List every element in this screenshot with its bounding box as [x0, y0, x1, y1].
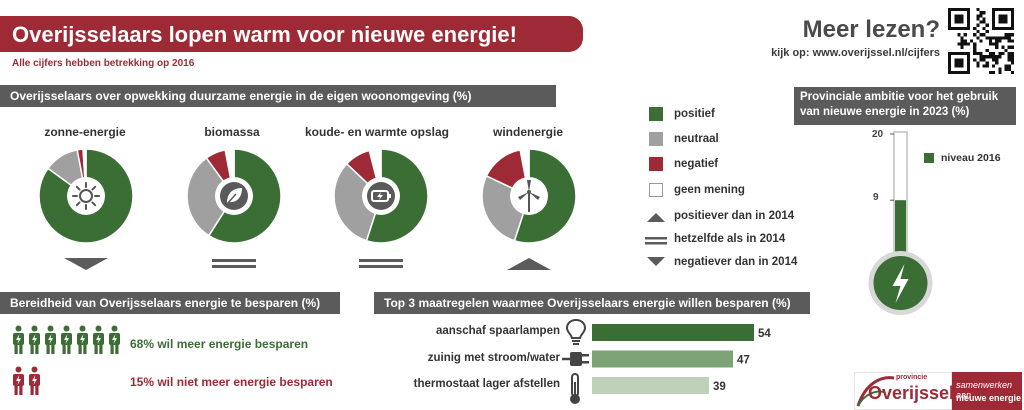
legend-trend-same: hetzelfde als in 2014 [674, 233, 786, 245]
leaf-icon [220, 182, 248, 210]
person-icon [109, 325, 120, 354]
measure-bar-2 [592, 350, 733, 368]
therm-legend-label: niveau 2016 [941, 152, 1001, 164]
more-reading-link[interactable]: kijk op: www.overijssel.nl/cijfers [771, 47, 940, 59]
pie-slice-neutraal [186, 156, 235, 237]
logo-name: Overijssel [868, 383, 955, 403]
ambition-thermometer [868, 131, 933, 315]
donut-label-zonne-energie: zonne-energie [44, 125, 126, 139]
therm-legend-swatch [924, 153, 934, 163]
lightbulb-icon [565, 318, 587, 345]
plug-icon [562, 352, 589, 366]
section-ambition-header: Provinciale ambitie voor het gebruik van… [794, 87, 1016, 125]
section-willingness-header: Bereidheid van Overijsselaars energie te… [0, 292, 340, 314]
more-reading-title: Meer lezen? [802, 16, 940, 43]
willing-more-text: 68% wil meer energie besparen [130, 337, 309, 351]
trend-same-icon [359, 259, 403, 268]
people-not-willing-row [12, 366, 41, 396]
legend-trend-up-icon [647, 213, 665, 222]
measure-label-3: thermostaat lager afstellen [413, 378, 560, 390]
measure-label-2: zuinig met stroom/water [427, 352, 560, 364]
person-icon [45, 325, 56, 354]
measure-bar-3 [592, 377, 709, 394]
legend-trend-same-icon [645, 237, 667, 245]
page-subtitle: Alle cijfers hebben betrekking op 2016 [12, 58, 195, 69]
qr-code[interactable] [948, 8, 1014, 74]
measure-value-2: 47 [737, 355, 750, 367]
person-icon [93, 325, 104, 354]
thermometer-icon [570, 373, 580, 404]
logo-small-text: provincie [896, 374, 928, 381]
legend-no-opinion: geen mening [674, 184, 745, 196]
therm-tick-top: 20 [872, 129, 884, 140]
legend-swatch-neutral [649, 132, 663, 146]
measure-value-1: 54 [758, 328, 771, 340]
willing-not-text: 15% wil niet meer energie besparen [130, 375, 333, 389]
measure-label-1: aanschaf spaarlampen [435, 325, 560, 337]
donut-label-koude-warmte: koude- en warmte opslag [304, 125, 450, 139]
logo-tagline-1: samenwerken aan [956, 380, 1013, 400]
donut-chart-windenergie [481, 148, 577, 244]
person-icon [29, 325, 40, 354]
battery-icon [367, 182, 395, 210]
donut-label-biomassa: biomassa [204, 125, 260, 139]
legend-swatch-no-opinion [649, 183, 663, 197]
people-willing-row [12, 325, 121, 355]
lightning-icon [892, 264, 909, 303]
therm-fill [895, 200, 906, 268]
legend-neutral: neutraal [674, 133, 719, 145]
therm-tick-level: 9 [873, 192, 879, 203]
person-icon [13, 366, 24, 395]
trend-down-icon [64, 258, 108, 270]
legend-trend-up: positiever dan in 2014 [674, 210, 795, 222]
measure-value-3: 39 [713, 381, 726, 393]
trend-same-icon [212, 259, 256, 268]
legend-swatch-negative [649, 157, 663, 171]
section-measures-header: Top 3 maatregelen waarmee Overijsselaars… [374, 292, 810, 314]
province-logo [854, 372, 1022, 410]
page-title: Overijsselaars lopen warm voor nieuwe en… [0, 16, 583, 52]
person-icon [77, 325, 88, 354]
wind-turbine-icon [518, 180, 540, 212]
measure-bar-1 [592, 324, 754, 341]
logo-tagline-2: nieuwe energie [956, 393, 1022, 403]
person-icon [61, 325, 72, 354]
legend-swatch-positive [649, 107, 663, 121]
trend-up-icon [507, 258, 551, 270]
legend-trend-down: negatiever dan in 2014 [674, 256, 798, 268]
sun-icon [72, 182, 100, 210]
legend-negative: negatief [674, 158, 719, 170]
person-icon [29, 366, 40, 395]
legend-trend-down-icon [647, 257, 665, 266]
legend-positive: positief [674, 108, 715, 120]
section-generation-header: Overijsselaars over opwekking duurzame e… [0, 85, 556, 107]
measures-bar-chart: 54 47 39 [592, 324, 771, 394]
donut-label-windenergie: windenergie [492, 125, 563, 139]
person-icon [13, 325, 24, 354]
pie-slice-neutraal [333, 162, 382, 242]
